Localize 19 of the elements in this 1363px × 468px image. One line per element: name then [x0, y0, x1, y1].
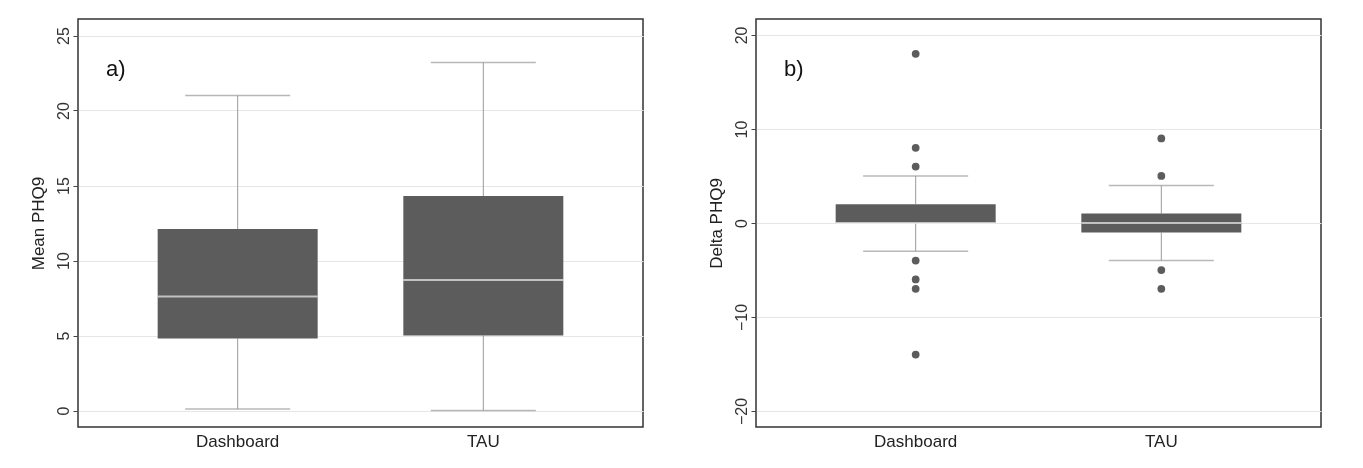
y-tick-label: −20	[732, 397, 750, 426]
y-tick-label: 10	[732, 120, 750, 139]
y-axis-title: Mean PHQ9	[28, 176, 48, 271]
y-tick-label: 5	[54, 331, 72, 341]
y-tick-label: −10	[732, 303, 750, 332]
x-tick-label: Dashboard	[874, 431, 958, 451]
y-tick-label: 15	[54, 177, 72, 195]
x-tick-label: TAU	[1144, 431, 1178, 451]
x-tick-label: Dashboard	[196, 431, 280, 451]
y-tick-label: 20	[732, 26, 750, 45]
y-axis-title: Delta PHQ9	[706, 178, 726, 269]
annotation: b)	[784, 56, 804, 81]
y-tick-label: 20	[54, 102, 72, 120]
annotation: a)	[106, 56, 126, 81]
y-tick-label: 0	[54, 406, 72, 416]
y-tick-label: 0	[732, 218, 750, 228]
y-tick-label: 25	[54, 27, 72, 45]
x-tick-label: TAU	[466, 431, 500, 451]
y-tick-label: 10	[54, 252, 72, 270]
